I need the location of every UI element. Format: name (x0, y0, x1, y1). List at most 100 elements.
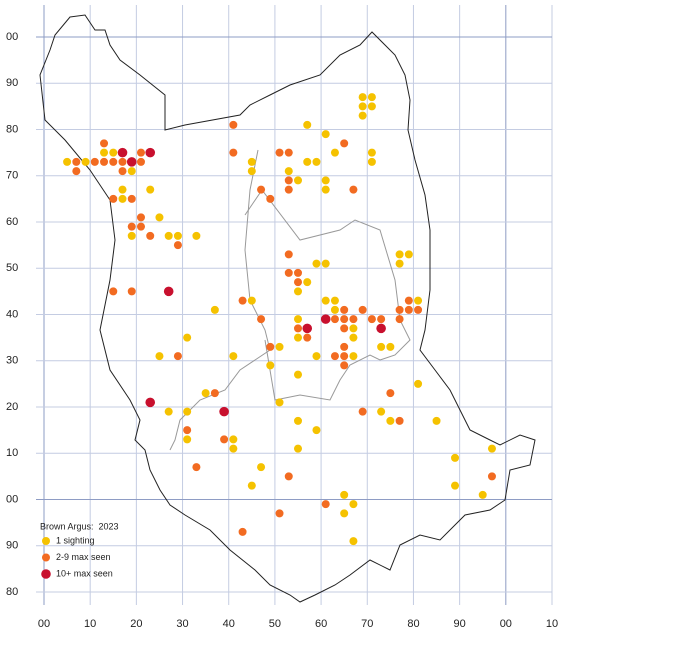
record-dot (340, 342, 349, 351)
record-dot (136, 213, 145, 222)
record-dot (284, 176, 293, 185)
record-dot (321, 130, 330, 139)
record-dot (302, 323, 313, 334)
record-dot (136, 222, 145, 231)
record-dot (404, 296, 413, 305)
record-dot (386, 342, 395, 351)
record-dot (229, 148, 238, 157)
record-dot (257, 463, 266, 472)
record-dot (163, 286, 174, 297)
record-dot (136, 148, 145, 157)
record-dot (330, 352, 339, 361)
record-dot (349, 333, 358, 342)
record-dot (126, 157, 137, 167)
record-dot (118, 157, 127, 166)
record-dot (358, 305, 367, 314)
y-tick-label: 80 (6, 586, 18, 598)
record-dot (173, 241, 182, 250)
record-dot (183, 407, 192, 416)
record-dot (340, 490, 349, 499)
record-dot (118, 167, 127, 176)
record-dot (117, 147, 128, 158)
record-dot (367, 315, 376, 324)
record-dot (330, 148, 339, 157)
x-tick-label: 30 (176, 618, 188, 630)
record-dot (284, 185, 293, 194)
record-dot (451, 481, 460, 490)
record-dot (145, 397, 156, 408)
record-dot (312, 157, 321, 166)
record-dot (284, 148, 293, 157)
y-tick-label: 20 (6, 401, 18, 413)
district-boundary (169, 149, 271, 451)
legend-swatch (42, 537, 50, 545)
record-dot (155, 352, 164, 361)
record-dot (303, 278, 312, 287)
record-dot (257, 315, 266, 324)
record-dot (432, 416, 441, 425)
record-dot (127, 222, 136, 231)
record-dot (358, 111, 367, 120)
record-dot (100, 157, 109, 166)
record-dot (81, 157, 90, 166)
record-dot (238, 527, 247, 536)
record-dot (451, 453, 460, 462)
legend-label: 1 sighting (56, 535, 95, 545)
record-dot (118, 185, 127, 194)
record-dot (294, 315, 302, 324)
record-dot (294, 333, 302, 342)
x-tick-label: 10 (546, 618, 558, 630)
record-dot (330, 305, 339, 314)
record-dot (414, 379, 423, 388)
y-tick-label: 00 (6, 31, 18, 43)
record-dot (146, 185, 155, 194)
record-dot (220, 435, 229, 444)
record-dot (247, 157, 256, 166)
record-dot (109, 148, 118, 157)
record-dot (100, 148, 109, 157)
record-dot (294, 287, 302, 296)
record-dot (229, 120, 238, 129)
record-dot (284, 472, 293, 481)
y-tick-label: 00 (6, 493, 18, 505)
record-dot (109, 287, 118, 296)
record-dot (136, 157, 145, 166)
record-dot (377, 407, 386, 416)
record-dot (294, 268, 302, 277)
x-tick-label: 70 (361, 618, 373, 630)
record-dot (377, 342, 386, 351)
record-dot (487, 444, 496, 453)
record-dot (367, 93, 376, 102)
records (63, 93, 496, 546)
record-dot (183, 435, 192, 444)
record-dot (377, 315, 386, 324)
record-dot (321, 296, 330, 305)
x-tick-label: 00 (38, 618, 50, 630)
y-tick-label: 80 (6, 123, 18, 135)
record-dot (321, 500, 330, 509)
record-dot (173, 231, 182, 240)
record-dot (294, 416, 302, 425)
record-dot (72, 167, 81, 176)
record-dot (266, 361, 275, 370)
x-tick-label: 20 (130, 618, 142, 630)
record-dot (349, 537, 358, 546)
x-tick-label: 50 (269, 618, 281, 630)
record-dot (320, 314, 331, 324)
record-dot (312, 259, 321, 268)
record-dot (284, 268, 293, 277)
record-dot (395, 315, 404, 324)
y-tick-label: 40 (6, 308, 18, 320)
record-dot (294, 370, 302, 379)
record-dot (367, 157, 376, 166)
record-dot (330, 296, 339, 305)
legend: 1 sighting 2-9 max seen 10+ max seen (41, 535, 113, 579)
record-dot (358, 407, 367, 416)
record-dot (201, 389, 210, 398)
record-dot (164, 407, 173, 416)
record-dot (100, 139, 109, 148)
record-dot (340, 509, 349, 518)
record-dot (266, 342, 275, 351)
record-dot (349, 324, 358, 333)
